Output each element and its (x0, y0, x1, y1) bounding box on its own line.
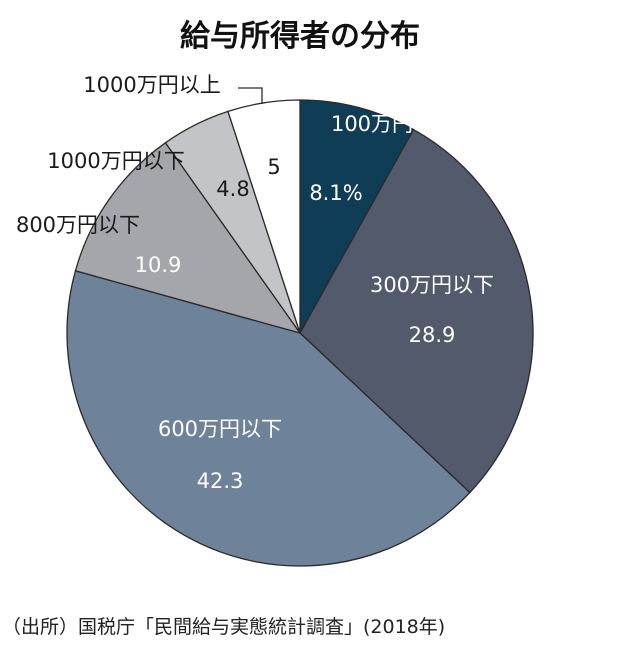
slice-label-le-600: 600万円以下 (158, 417, 282, 441)
pie-slices (66, 99, 534, 567)
pie-slice-le-800 (74, 141, 302, 335)
slice-value-le-300: 28.9 (409, 323, 456, 347)
pie-slice-le-100 (299, 99, 415, 336)
pie-slice-over-1000 (227, 99, 301, 334)
slice-value-over-1000: 5 (267, 155, 280, 179)
slice-label-le-1000: 1000万円以下 (47, 149, 184, 173)
pie-slice-le-600 (66, 270, 471, 567)
leader-line-over-1000 (238, 87, 263, 104)
slice-value-le-800: 10.9 (135, 253, 182, 277)
slice-label-over-1000: 1000万円以上 (83, 73, 220, 97)
slice-value-le-100: 8.1% (309, 181, 362, 205)
slice-labels: 100万円以下 8.1% 300万円以下 28.9 600万円以下 42.3 800万円以下… (16, 73, 494, 493)
slice-label-le-800: 800万円以下 (16, 213, 140, 237)
slice-label-le-300: 300万円以下 (370, 273, 494, 297)
chart-title: 給与所得者の分布 (180, 19, 420, 54)
slice-value-le-1000: 4.8 (216, 177, 249, 201)
leader-lines (238, 87, 263, 104)
source-note: （出所）国税庁「民間給与実態統計調査」(2018年) (2, 616, 445, 638)
pie-slice-le-300 (299, 128, 534, 494)
slice-value-le-600: 42.3 (197, 469, 244, 493)
slice-label-le-100: 100万円以下 (331, 112, 455, 136)
